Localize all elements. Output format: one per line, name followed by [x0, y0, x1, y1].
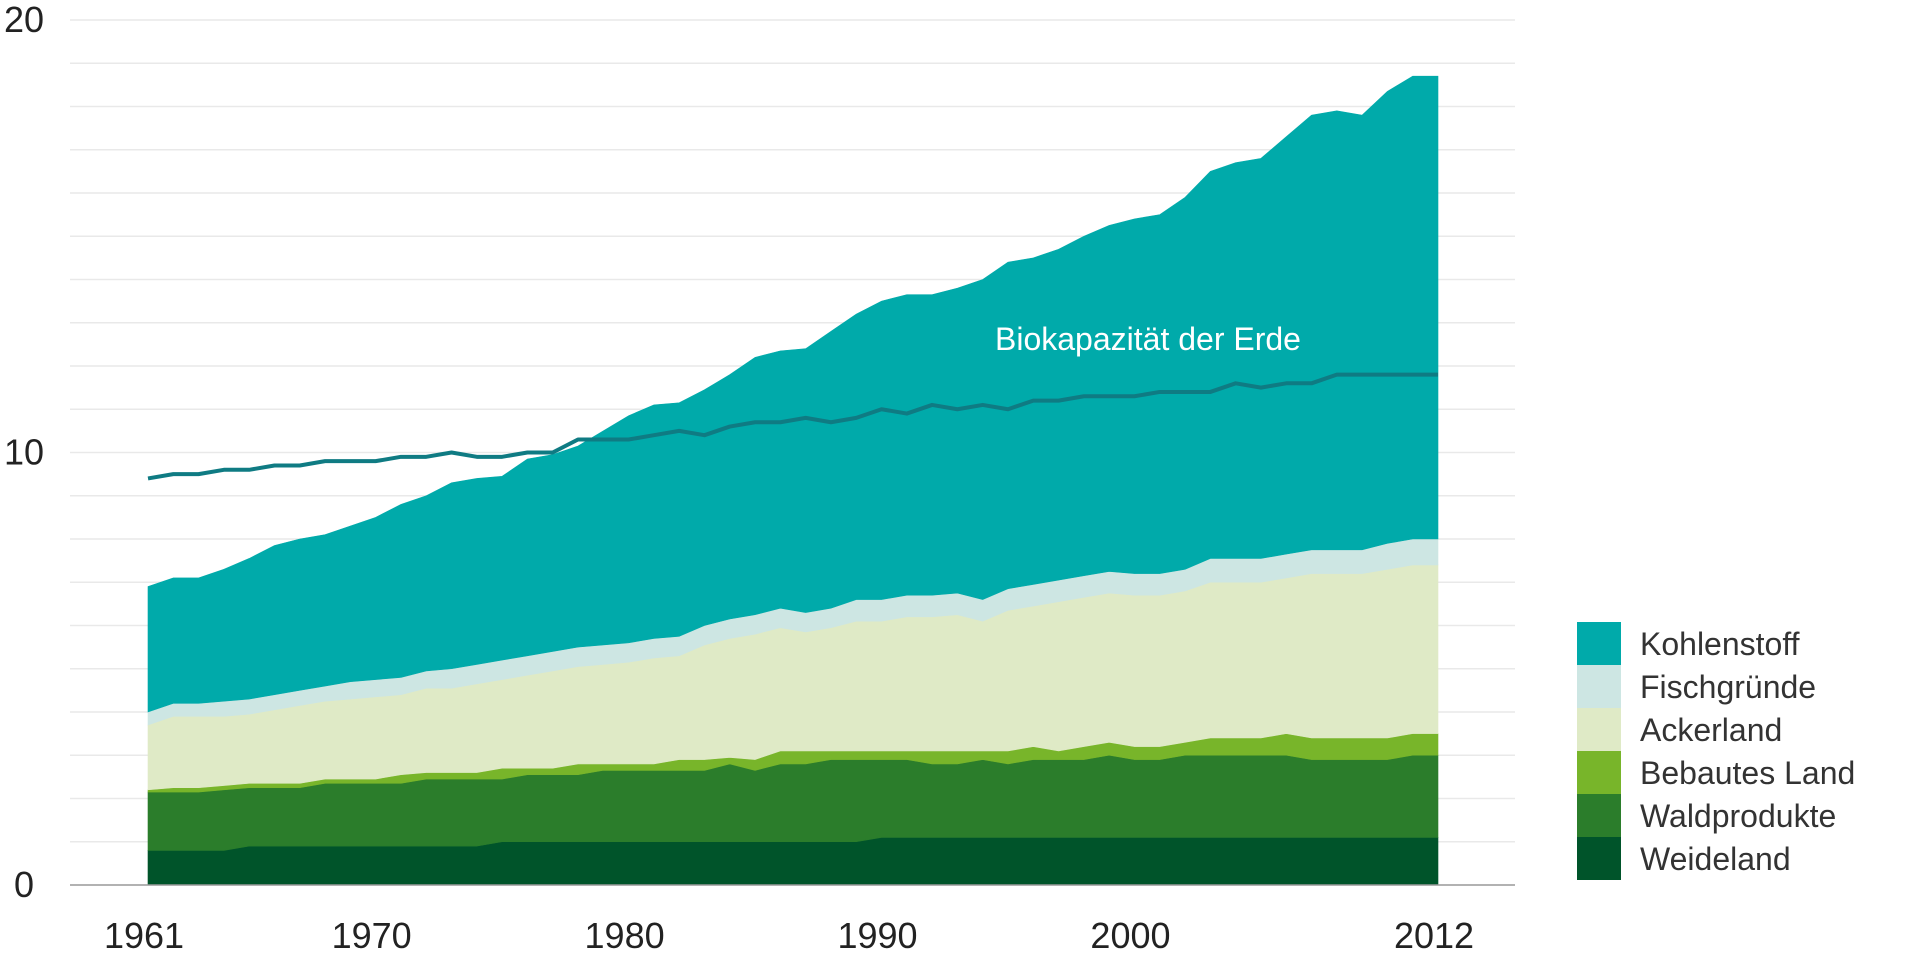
- legend-label: Waldprodukte: [1640, 798, 1836, 834]
- legend-label: Fischgründe: [1640, 669, 1816, 705]
- x-tick-label: 1970: [332, 915, 412, 956]
- y-axis-tick-labels: 0 10 20: [4, 0, 44, 905]
- legend-label: Kohlenstoff: [1640, 626, 1800, 662]
- legend-label: Bebautes Land: [1640, 755, 1855, 791]
- stacked-areas: [147, 75, 1439, 886]
- y-tick-label: 0: [14, 864, 34, 905]
- x-tick-label: 1961: [104, 915, 184, 956]
- biocapacity-line-group: [147, 372, 1438, 481]
- y-tick-label: 10: [4, 432, 44, 473]
- biocapacity-line: [147, 372, 1438, 481]
- x-tick-label: 2000: [1090, 915, 1170, 956]
- legend-swatch: [1577, 708, 1621, 751]
- y-tick-label: 20: [4, 0, 44, 40]
- x-tick-label: 2012: [1394, 915, 1474, 956]
- legend-label: Ackerland: [1640, 712, 1782, 748]
- x-tick-label: 1990: [837, 915, 917, 956]
- legend-swatch: [1577, 665, 1621, 708]
- legend-swatch: [1577, 622, 1621, 665]
- legend-label: Weideland: [1640, 841, 1791, 877]
- legend-swatch: [1577, 751, 1621, 794]
- legend-swatch: [1577, 794, 1621, 837]
- x-tick-label: 1980: [585, 915, 665, 956]
- legend-swatch: [1577, 837, 1621, 880]
- legend: Kohlenstoff Fischgründe Ackerland Bebautes …: [1577, 622, 1855, 880]
- biocapacity-label: Biokapazität der Erde: [995, 321, 1301, 357]
- x-axis-tick-labels: 1961 1970 1980 1990 2000 2012: [104, 915, 1474, 956]
